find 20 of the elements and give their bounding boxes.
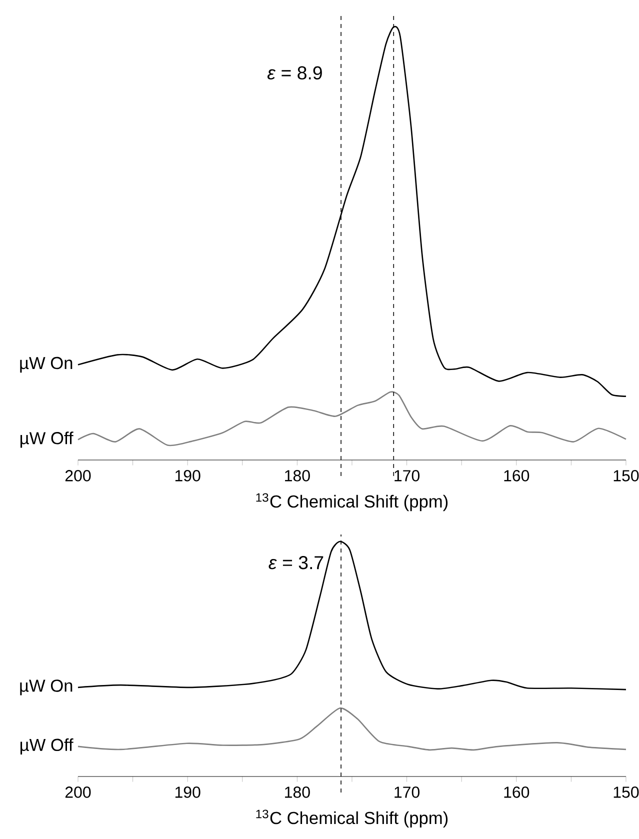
x-tick-label: 170 (394, 786, 420, 798)
x-tick-label: 180 (285, 786, 310, 798)
series-label: µW Off (20, 738, 74, 754)
x-tick-label: 200 (65, 470, 91, 482)
x-axis-title: $^{13}$C Chemical Shift (ppm) (256, 810, 448, 828)
x-tick-label: 180 (285, 470, 310, 482)
x-tick-label: 160 (504, 470, 530, 482)
x-tick-label: 170 (394, 470, 420, 482)
series-label: µW Off (20, 432, 74, 448)
series-label: µW On (20, 680, 72, 696)
x-axis-title: $^{13}$C Chemical Shift (ppm) (256, 493, 448, 512)
x-tick-label: 160 (504, 786, 530, 798)
x-tick-label: 150 (614, 786, 639, 798)
series-label: µW On (20, 356, 72, 373)
x-tick-label: 190 (175, 786, 200, 798)
x-tick-label: 190 (175, 470, 200, 482)
annotation: ε = 3.7 (268, 556, 324, 570)
x-tick-label: 150 (614, 470, 639, 482)
x-tick-label: 200 (65, 786, 91, 798)
annotation: ε = 8.9 (267, 66, 322, 80)
